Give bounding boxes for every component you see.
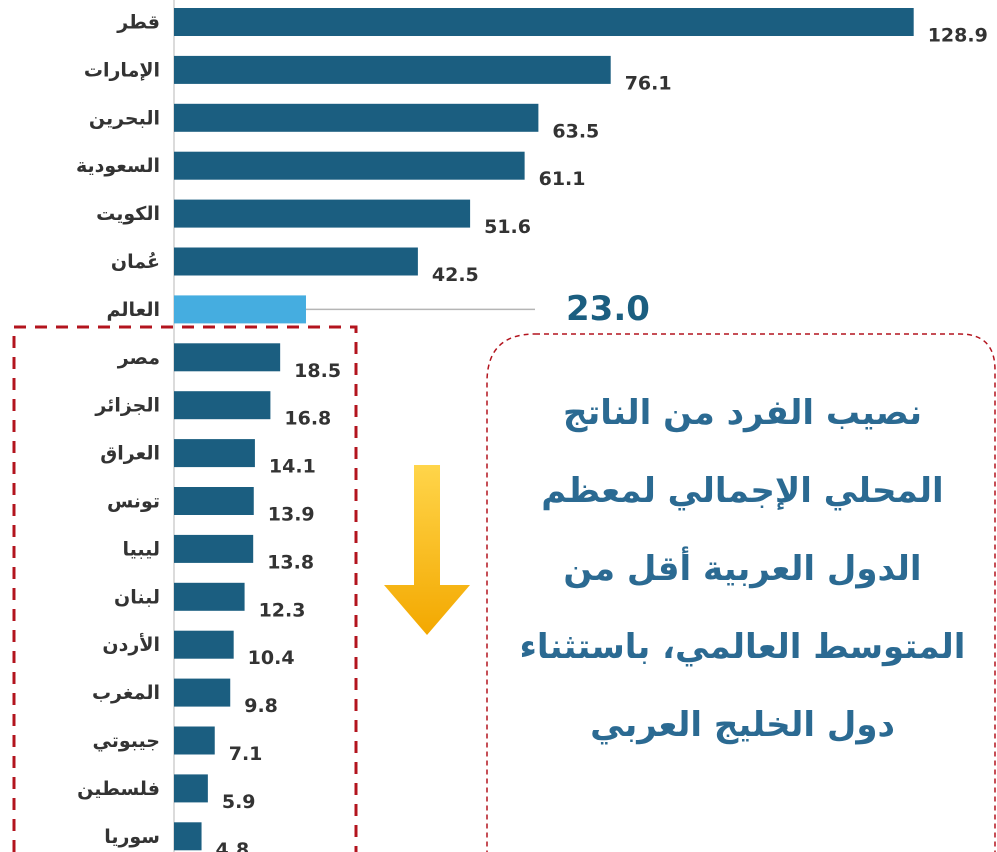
category-label: الجزائر — [94, 395, 160, 417]
category-label: عُمان — [111, 251, 160, 273]
category-label: الإمارات — [84, 59, 160, 81]
bar — [174, 55, 611, 84]
bar — [174, 439, 255, 468]
value-label: 14.1 — [269, 456, 316, 478]
bar — [174, 822, 202, 851]
bar — [174, 487, 254, 515]
bar — [174, 343, 281, 372]
category-label: ليبيا — [122, 538, 160, 560]
value-label: 4.8 — [216, 839, 250, 852]
value-label: 61.1 — [539, 168, 586, 190]
category-label: العالم — [106, 299, 160, 321]
bar — [174, 582, 245, 611]
bar — [174, 8, 914, 36]
value-label: 13.8 — [267, 551, 314, 573]
down-arrow — [384, 465, 470, 635]
value-label: 76.1 — [625, 72, 672, 94]
annotation: نصيب الفرد من الناتج المحلي الإجمالي لمع… — [519, 393, 966, 745]
bar — [174, 678, 231, 707]
category-label: المغرب — [92, 682, 160, 704]
bar — [174, 199, 471, 228]
category-label: البحرين — [89, 107, 160, 129]
value-label: 5.9 — [222, 791, 256, 813]
annotation-box — [486, 333, 996, 852]
bar — [174, 534, 254, 563]
bar — [174, 630, 234, 659]
bar — [174, 726, 215, 755]
bar — [174, 774, 208, 803]
value-label: 16.8 — [284, 408, 331, 430]
value-label: 63.5 — [552, 120, 599, 142]
bar — [174, 247, 418, 276]
category-label: الأردن — [102, 633, 160, 656]
value-label: 18.5 — [294, 360, 341, 382]
value-label: 12.3 — [259, 599, 306, 621]
value-label: 51.6 — [484, 216, 531, 238]
value-label: 23.0 — [566, 289, 650, 329]
value-label: 128.9 — [928, 25, 988, 47]
value-label: 13.9 — [268, 504, 315, 526]
category-label: جيبوتي — [93, 730, 160, 752]
category-label: السعودية — [76, 155, 160, 177]
bar — [174, 103, 539, 132]
value-label: 10.4 — [248, 647, 295, 669]
bar — [174, 295, 306, 324]
bar — [174, 391, 271, 420]
category-label: لبنان — [114, 586, 160, 608]
category-label: قطر — [116, 12, 160, 34]
category-label: فلسطين — [77, 778, 160, 800]
bar — [174, 151, 525, 180]
highlight-box — [12, 325, 358, 852]
category-label: العراق — [100, 443, 160, 465]
category-label: سوريا — [104, 826, 160, 848]
category-label: مصر — [117, 347, 160, 369]
value-label: 9.8 — [244, 695, 278, 717]
category-label: تونس — [107, 491, 160, 513]
value-label: 7.1 — [229, 743, 263, 765]
category-label: الكويت — [96, 203, 160, 225]
value-label: 42.5 — [432, 264, 479, 286]
